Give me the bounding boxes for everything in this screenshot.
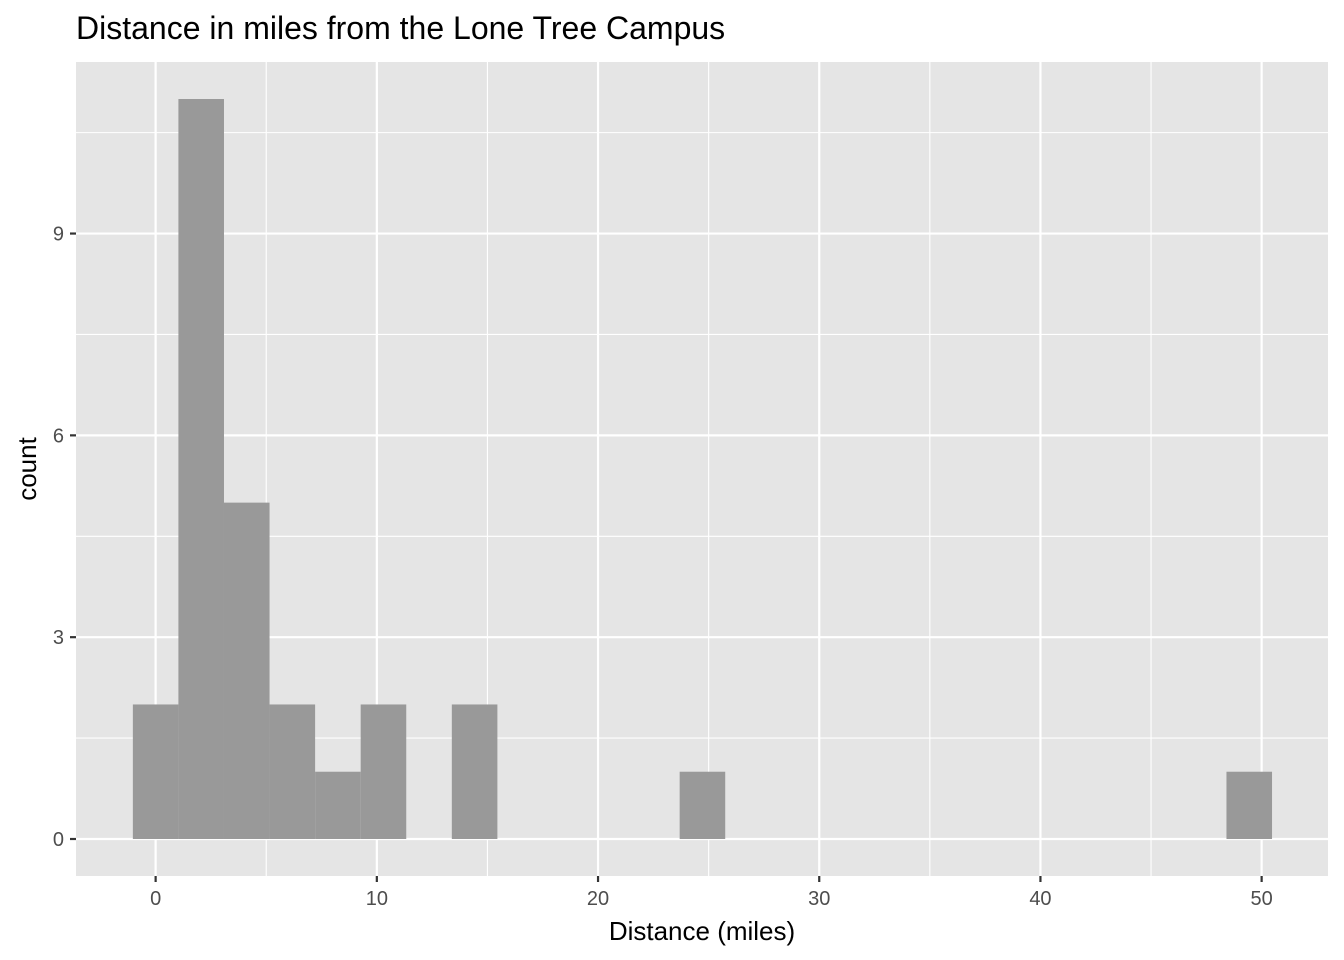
x-axis: 0 10 20 30 40 50 [150, 876, 1273, 910]
histogram-bars [132, 99, 1273, 839]
histogram-bar [315, 771, 361, 839]
x-tick-label: 0 [150, 888, 161, 910]
x-tick-label: 10 [366, 888, 388, 910]
histogram-bar [223, 502, 270, 839]
histogram-bar [132, 704, 179, 839]
y-axis: 0 3 6 9 [53, 224, 76, 851]
y-axis-title: count [12, 436, 42, 500]
x-tick-label: 40 [1029, 888, 1051, 910]
minor-gridlines [76, 62, 1328, 876]
histogram-bar [269, 704, 316, 839]
x-axis-title: Distance (miles) [609, 916, 795, 946]
x-tick-label: 20 [587, 888, 609, 910]
histogram-bar [451, 704, 498, 839]
y-tick-label: 6 [53, 425, 64, 447]
histogram-bar [679, 771, 726, 839]
y-tick-label: 3 [53, 627, 64, 649]
chart-title: Distance in miles from the Lone Tree Cam… [76, 10, 725, 46]
x-tick-label: 30 [808, 888, 830, 910]
y-tick-label: 0 [53, 829, 64, 851]
histogram-bar [1226, 771, 1273, 839]
histogram-bar [360, 704, 407, 839]
histogram-bar [178, 99, 224, 839]
y-tick-label: 9 [53, 224, 64, 246]
x-tick-label: 50 [1251, 888, 1273, 910]
